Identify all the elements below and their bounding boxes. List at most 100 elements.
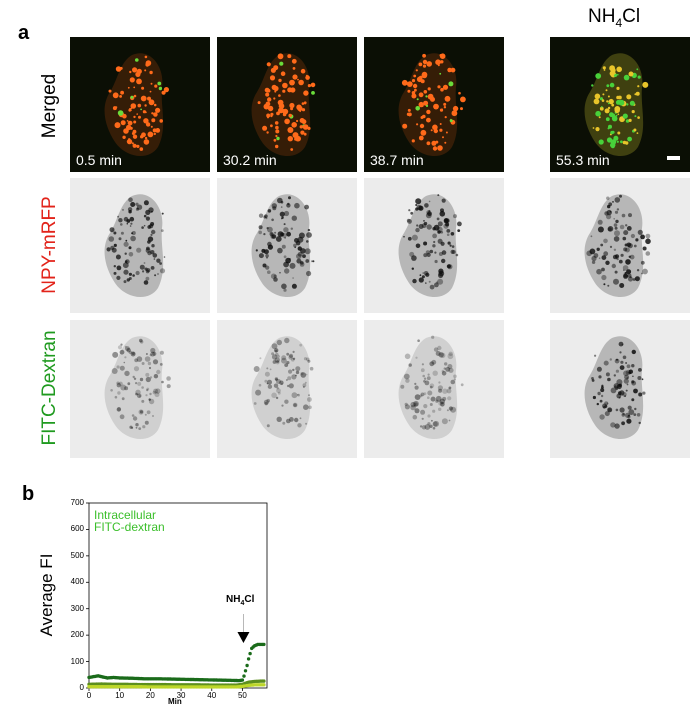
data-point (237, 678, 242, 683)
data-point (111, 675, 116, 680)
data-point (213, 683, 217, 687)
data-point (231, 685, 235, 689)
data-point (147, 685, 151, 689)
data-point (111, 682, 116, 686)
data-point (190, 683, 194, 687)
data-point (142, 685, 146, 689)
cell-image (251, 336, 314, 440)
data-point (225, 683, 229, 687)
data-point (90, 675, 94, 679)
data-point (121, 676, 125, 680)
data-point (202, 685, 206, 689)
data-point (141, 685, 145, 689)
data-point (213, 678, 217, 682)
data-point (193, 677, 197, 682)
micrograph-tile (217, 320, 357, 458)
data-point (190, 677, 194, 682)
data-point (167, 677, 171, 681)
data-point (248, 683, 252, 687)
data-point (133, 676, 137, 681)
data-point (222, 685, 226, 689)
data-point (200, 678, 205, 682)
timepoint-label: 38.7 min (370, 152, 424, 168)
data-point (131, 676, 136, 680)
data-point (164, 682, 168, 687)
data-point (257, 642, 261, 647)
data-point (202, 683, 206, 687)
data-point (250, 646, 254, 651)
data-point (119, 676, 123, 680)
data-point (121, 685, 125, 689)
data-point (254, 683, 258, 687)
data-point (214, 683, 219, 687)
micrograph-tile (550, 178, 690, 313)
data-point (179, 685, 183, 689)
data-point (257, 679, 261, 683)
data-point (102, 675, 107, 679)
data-point (205, 685, 209, 689)
data-point (188, 683, 192, 687)
data-point (191, 685, 195, 689)
data-point (156, 677, 160, 681)
row-label-merged: Merged (39, 73, 60, 139)
data-point (217, 685, 222, 689)
data-point (180, 677, 185, 681)
data-point (177, 685, 182, 689)
data-point (164, 685, 168, 689)
legend-line-2: FITC-dextran (94, 520, 165, 534)
data-point (171, 683, 176, 687)
data-point (96, 682, 100, 686)
data-point (113, 685, 117, 689)
data-point (253, 644, 257, 648)
data-point (194, 677, 199, 682)
data-point (105, 676, 110, 680)
data-point (176, 677, 180, 681)
data-point (182, 677, 186, 681)
data-point (226, 683, 231, 687)
data-point (210, 683, 214, 687)
data-point (113, 675, 117, 680)
data-point (237, 685, 242, 689)
data-point (127, 676, 131, 680)
cell-image (398, 335, 464, 440)
data-point (128, 682, 133, 687)
data-point (124, 682, 128, 686)
data-point (236, 685, 240, 689)
data-point (137, 685, 142, 689)
data-point (159, 685, 163, 689)
data-point (104, 685, 108, 689)
data-point (182, 683, 186, 687)
x-tick-label: 30 (176, 691, 186, 700)
data-point (217, 683, 222, 687)
data-point (151, 685, 156, 689)
data-point (246, 683, 251, 688)
data-point (93, 674, 97, 679)
data-point (165, 677, 169, 681)
data-point (118, 682, 122, 686)
data-point (199, 685, 203, 689)
data-point (245, 683, 249, 688)
micrograph-tile (217, 178, 357, 313)
data-point (216, 683, 220, 687)
data-point (133, 682, 137, 687)
cell-image (584, 336, 646, 440)
data-point (174, 683, 179, 687)
data-point (233, 685, 237, 689)
data-point (128, 676, 133, 680)
data-point (234, 678, 238, 683)
y-axis-label: Average FI (37, 553, 56, 637)
data-point (102, 682, 107, 686)
data-point (250, 683, 254, 687)
data-point (154, 685, 159, 689)
data-point (98, 674, 102, 678)
data-point (150, 682, 154, 687)
data-point (156, 685, 160, 689)
data-point (162, 685, 166, 689)
y-tick-label: 200 (70, 630, 84, 640)
data-point (147, 677, 151, 681)
data-point (250, 680, 254, 684)
data-point (167, 683, 171, 687)
data-point (108, 685, 113, 689)
data-point (243, 681, 248, 685)
data-point (147, 682, 151, 687)
